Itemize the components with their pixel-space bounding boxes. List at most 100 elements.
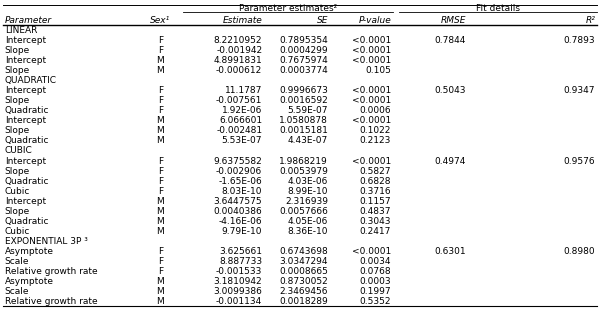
- Text: 0.0034: 0.0034: [360, 257, 391, 266]
- Text: <0.0001: <0.0001: [352, 156, 391, 166]
- Text: 0.105: 0.105: [365, 66, 391, 75]
- Text: Slope: Slope: [5, 46, 30, 55]
- Text: 1.9868219: 1.9868219: [280, 156, 328, 166]
- Text: 0.7844: 0.7844: [435, 36, 466, 45]
- Text: 0.6828: 0.6828: [360, 177, 391, 186]
- Text: 0.0006: 0.0006: [359, 106, 391, 115]
- Text: F: F: [158, 46, 163, 55]
- Text: <0.0001: <0.0001: [352, 36, 391, 45]
- Text: -4.16E-06: -4.16E-06: [218, 217, 262, 226]
- Text: 0.2417: 0.2417: [360, 227, 391, 236]
- Text: 0.7895354: 0.7895354: [280, 36, 328, 45]
- Text: 0.0008665: 0.0008665: [280, 267, 328, 276]
- Text: F: F: [158, 167, 163, 176]
- Text: 0.1997: 0.1997: [359, 287, 391, 296]
- Text: F: F: [158, 267, 163, 276]
- Text: Slope: Slope: [5, 66, 30, 75]
- Text: -0.001533: -0.001533: [216, 267, 262, 276]
- Text: Parameter estimates²: Parameter estimates²: [239, 4, 337, 13]
- Text: 0.9347: 0.9347: [564, 86, 595, 95]
- Text: F: F: [158, 106, 163, 115]
- Text: M: M: [157, 227, 164, 236]
- Text: 2.316939: 2.316939: [285, 197, 328, 206]
- Text: F: F: [158, 156, 163, 166]
- Text: <0.0001: <0.0001: [352, 116, 391, 126]
- Text: Cubic: Cubic: [5, 187, 30, 196]
- Text: 0.5043: 0.5043: [434, 86, 466, 95]
- Text: 0.3043: 0.3043: [360, 217, 391, 226]
- Text: 0.8730052: 0.8730052: [280, 277, 328, 286]
- Text: Intercept: Intercept: [5, 56, 46, 65]
- Text: M: M: [157, 217, 164, 226]
- Text: 0.8980: 0.8980: [563, 247, 595, 256]
- Text: Asymptote: Asymptote: [5, 277, 54, 286]
- Text: 0.0016592: 0.0016592: [280, 96, 328, 105]
- Text: -0.000612: -0.000612: [216, 66, 262, 75]
- Text: Parameter: Parameter: [5, 16, 52, 25]
- Text: M: M: [157, 277, 164, 286]
- Text: SE: SE: [317, 16, 328, 25]
- Text: 0.5827: 0.5827: [360, 167, 391, 176]
- Text: F: F: [158, 177, 163, 186]
- Text: Quadratic: Quadratic: [5, 136, 49, 146]
- Text: -0.002481: -0.002481: [216, 126, 262, 136]
- Text: 0.0768: 0.0768: [359, 267, 391, 276]
- Text: M: M: [157, 136, 164, 146]
- Text: 8.887733: 8.887733: [219, 257, 262, 266]
- Text: 0.0003: 0.0003: [359, 277, 391, 286]
- Text: 3.625661: 3.625661: [219, 247, 262, 256]
- Text: <0.0001: <0.0001: [352, 247, 391, 256]
- Text: RMSE: RMSE: [440, 16, 466, 25]
- Text: 9.79E-10: 9.79E-10: [222, 227, 262, 236]
- Text: <0.0001: <0.0001: [352, 86, 391, 95]
- Text: 5.59E-07: 5.59E-07: [288, 106, 328, 115]
- Text: Quadratic: Quadratic: [5, 106, 49, 115]
- Text: F: F: [158, 86, 163, 95]
- Text: LINEAR: LINEAR: [5, 26, 37, 35]
- Text: Estimate: Estimate: [223, 16, 262, 25]
- Text: 11.1787: 11.1787: [225, 86, 262, 95]
- Text: Slope: Slope: [5, 207, 30, 216]
- Text: 8.03E-10: 8.03E-10: [222, 187, 262, 196]
- Text: 0.0057666: 0.0057666: [280, 207, 328, 216]
- Text: 0.0004299: 0.0004299: [280, 46, 328, 55]
- Text: 0.5352: 0.5352: [360, 297, 391, 306]
- Text: Asymptote: Asymptote: [5, 247, 54, 256]
- Text: F: F: [158, 187, 163, 196]
- Text: <0.0001: <0.0001: [352, 56, 391, 65]
- Text: Quadratic: Quadratic: [5, 177, 49, 186]
- Text: 0.7893: 0.7893: [563, 36, 595, 45]
- Text: <0.0001: <0.0001: [352, 46, 391, 55]
- Text: -0.001942: -0.001942: [216, 46, 262, 55]
- Text: Slope: Slope: [5, 126, 30, 136]
- Text: M: M: [157, 126, 164, 136]
- Text: 4.8991831: 4.8991831: [214, 56, 262, 65]
- Text: 0.2123: 0.2123: [360, 136, 391, 146]
- Text: R²: R²: [586, 16, 595, 25]
- Text: 0.0040386: 0.0040386: [214, 207, 262, 216]
- Text: Scale: Scale: [5, 287, 29, 296]
- Text: 0.7675974: 0.7675974: [280, 56, 328, 65]
- Text: 0.6301: 0.6301: [434, 247, 466, 256]
- Text: 0.9996673: 0.9996673: [280, 86, 328, 95]
- Text: 0.0015181: 0.0015181: [280, 126, 328, 136]
- Text: -0.007561: -0.007561: [216, 96, 262, 105]
- Text: 8.36E-10: 8.36E-10: [288, 227, 328, 236]
- Text: 0.4974: 0.4974: [435, 156, 466, 166]
- Text: Intercept: Intercept: [5, 197, 46, 206]
- Text: Fit details: Fit details: [476, 4, 520, 13]
- Text: Intercept: Intercept: [5, 116, 46, 126]
- Text: Slope: Slope: [5, 96, 30, 105]
- Text: QUADRATIC: QUADRATIC: [5, 76, 57, 85]
- Text: 0.1157: 0.1157: [359, 197, 391, 206]
- Text: 8.99E-10: 8.99E-10: [288, 187, 328, 196]
- Text: -0.002906: -0.002906: [216, 167, 262, 176]
- Text: Intercept: Intercept: [5, 36, 46, 45]
- Text: Intercept: Intercept: [5, 86, 46, 95]
- Text: 4.03E-06: 4.03E-06: [288, 177, 328, 186]
- Text: 9.6375582: 9.6375582: [214, 156, 262, 166]
- Text: F: F: [158, 247, 163, 256]
- Text: F: F: [158, 257, 163, 266]
- Text: -0.001134: -0.001134: [216, 297, 262, 306]
- Text: M: M: [157, 116, 164, 126]
